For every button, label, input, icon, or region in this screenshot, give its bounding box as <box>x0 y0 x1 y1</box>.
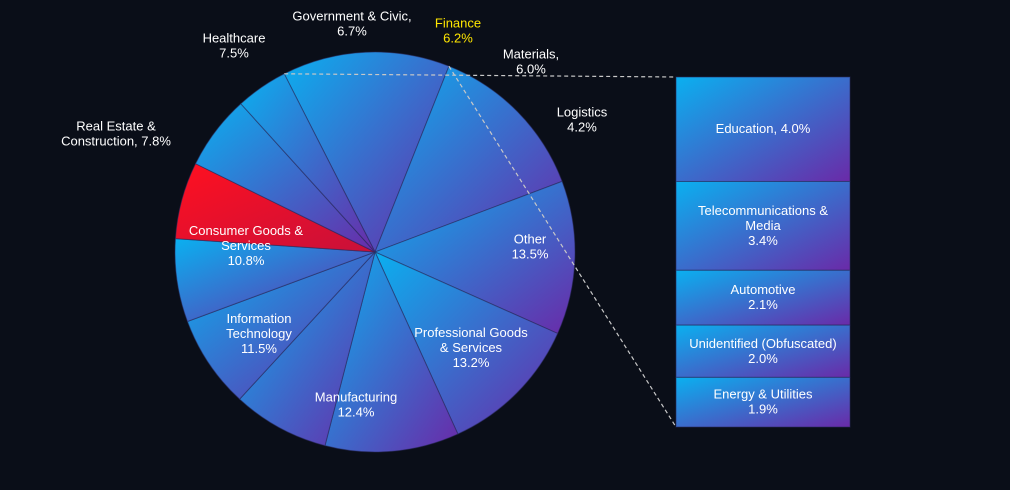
pie-label-real-estate-construction: Real Estate & Construction, 7.8% <box>61 119 171 149</box>
connector-line-top <box>284 73 677 78</box>
pie-label-line: 6.7% <box>337 24 367 39</box>
pie-label-line: Technology <box>226 326 292 341</box>
pie-label-line: & Services <box>440 340 503 355</box>
bar-segment-telecommunications-media <box>675 180 851 271</box>
bar-label-line: 2.1% <box>748 297 778 312</box>
bar-label-line: 1.9% <box>748 402 778 417</box>
pie-label-line: Professional Goods <box>414 325 528 340</box>
pie-label-line: Finance <box>435 16 481 31</box>
pie-label-finance: Finance 6.2% <box>435 16 481 46</box>
pie-label-healthcare: Healthcare 7.5% <box>203 31 266 61</box>
pie-label-line: Healthcare <box>203 31 266 46</box>
pie-label-line: Materials, <box>503 47 559 62</box>
bar-label-line: Automotive <box>730 282 795 297</box>
pie-label-government-civic: Government & Civic, 6.7% <box>292 9 411 39</box>
pie-label-line: 12.4% <box>338 405 375 420</box>
bar-segment-energy-utilities <box>675 376 851 428</box>
bar-label-education: Education, 4.0% <box>716 121 811 136</box>
bar-label-telecommunications-media: Telecommunications & Media 3.4% <box>698 203 828 248</box>
pie-label-line: 13.2% <box>453 355 490 370</box>
bar-label-line: Unidentified (Obfuscated) <box>689 336 836 351</box>
pie-label-line: 11.5% <box>241 341 277 356</box>
bar-segment-automotive <box>675 269 851 326</box>
pie-slice-other <box>283 51 450 254</box>
connector-lines <box>284 65 677 428</box>
pie-slice-consumer-goods-services <box>324 250 459 453</box>
pie-label-information-technology: Information Technology 11.5% <box>226 311 292 356</box>
pie-label-line: 4.2% <box>567 120 597 135</box>
pie-label-professional-goods-services: Professional Goods & Services 13.2% <box>414 325 528 370</box>
pie-label-line: Services <box>221 238 271 253</box>
pie-label-line: Information <box>226 311 291 326</box>
pie-label-line: Logistics <box>557 105 608 120</box>
pie-slice-professional-goods-services <box>374 65 563 253</box>
pie-labels: Other 13.5%Professional Goods & Services 13… <box>61 9 608 420</box>
bar-label-energy-utilities: Energy & Utilities 1.9% <box>714 387 813 417</box>
pie-label-consumer-goods-services: Consumer Goods & Services 10.8% <box>189 223 303 268</box>
pie-label-line: Real Estate & <box>76 119 156 134</box>
pie-slices <box>174 51 576 453</box>
bar-label-line: Education, 4.0% <box>716 121 811 136</box>
bar-label-line: 3.4% <box>748 233 778 248</box>
pie-label-other: Other 13.5% <box>512 232 549 262</box>
pie-label-line: Government & Civic, <box>292 9 411 24</box>
pie-label-line: Other <box>514 232 547 247</box>
bar-segment-unidentified-obfuscated <box>675 324 851 378</box>
pie-slice-healthcare <box>186 251 376 400</box>
pie-slice-manufacturing <box>373 180 576 335</box>
pie-label-line: Consumer Goods & <box>189 223 303 238</box>
breakdown-bar: Education, 4.0% Telecommunications & Media… <box>675 76 851 428</box>
pie-slice-logistics <box>240 73 376 253</box>
pie-label-line: Manufacturing <box>315 390 397 405</box>
pie-label-line: 6.2% <box>443 31 473 46</box>
pie-slice-information-technology <box>373 251 559 435</box>
bar-label-line: Telecommunications & <box>698 203 828 218</box>
pie-label-line: 10.8% <box>228 253 265 268</box>
bar-label-unidentified-obfuscated: Unidentified (Obfuscated) 2.0% <box>689 336 836 366</box>
pie-slice-real-estate-construction <box>238 251 376 447</box>
bar-segment-education <box>675 76 851 182</box>
bar-label-line: Media <box>745 218 781 233</box>
pie-label-logistics: Logistics 4.2% <box>557 105 608 135</box>
pie-label-materials: Materials, 6.0% <box>503 47 559 77</box>
pie-label-line: 7.5% <box>219 46 249 61</box>
bar-label-line: 2.0% <box>748 351 778 366</box>
pie-label-line: Construction, 7.8% <box>61 134 171 149</box>
bar-label-automotive: Automotive 2.1% <box>730 282 795 312</box>
pie-label-line: 13.5% <box>512 247 549 262</box>
pie-label-line: 6.0% <box>516 62 546 77</box>
pie-label-manufacturing: Manufacturing 12.4% <box>315 390 397 420</box>
bar-label-line: Energy & Utilities <box>714 387 813 402</box>
connector-line-bottom <box>448 65 677 428</box>
